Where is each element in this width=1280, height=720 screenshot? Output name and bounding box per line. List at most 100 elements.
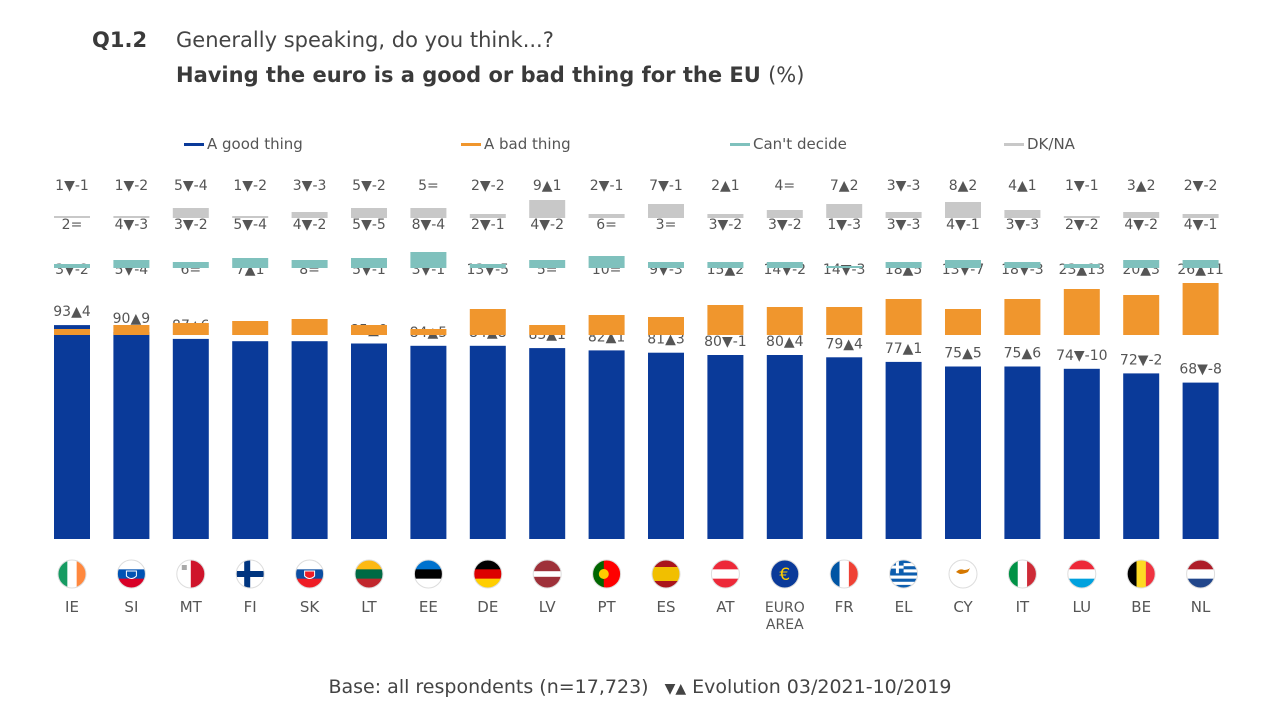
label-cant-decide-es: 3= bbox=[656, 217, 677, 233]
base-note: Base: all respondents (n=17,723) bbox=[328, 676, 649, 698]
label-cant-decide-lu: 2▼-2 bbox=[1065, 217, 1099, 233]
flag-mt-icon bbox=[176, 560, 205, 588]
bar-bad-nl bbox=[1182, 283, 1219, 335]
euro-area-icon: € bbox=[770, 560, 799, 588]
flag-outline-lv bbox=[532, 559, 562, 589]
label-good-euro-area: 80▲4 bbox=[766, 334, 804, 350]
bar-bad-sk bbox=[291, 319, 328, 335]
bar-dkna-cy bbox=[945, 202, 981, 218]
category-label-euro-area: EURO AREA bbox=[765, 600, 805, 633]
label-dkna-pt: 2▼-1 bbox=[590, 178, 624, 194]
legend-swatch-dkna bbox=[1004, 142, 1024, 146]
legend-label-cant-decide: Can't decide bbox=[753, 135, 847, 153]
flag-ie-icon bbox=[58, 560, 86, 588]
category-label-lv: LV bbox=[539, 598, 557, 616]
bar-dkna-es bbox=[648, 204, 684, 218]
label-dkna-fr: 7▲2 bbox=[830, 178, 859, 194]
label-cant-decide-lv: 4▼-2 bbox=[530, 217, 564, 233]
question-number: Q1.2 bbox=[92, 28, 148, 52]
label-dkna-sk: 3▼-3 bbox=[293, 178, 327, 194]
bar-dkna-nl bbox=[1182, 214, 1219, 218]
category-label-lu: LU bbox=[1073, 598, 1092, 616]
label-dkna-si: 1▼-2 bbox=[115, 178, 149, 194]
chart-footer: Base: all respondents (n=17,723) ▼▲ Evolu… bbox=[0, 676, 1280, 698]
label-dkna-be: 3▲2 bbox=[1127, 178, 1156, 194]
flag-outline-euro-area bbox=[770, 559, 800, 589]
flag-fi-icon bbox=[236, 560, 265, 588]
flag-outline-ie bbox=[57, 559, 87, 589]
label-dkna-lu: 1▼-1 bbox=[1065, 178, 1099, 194]
category-label-sk: SK bbox=[300, 598, 321, 616]
flag-outline-es bbox=[651, 559, 681, 589]
bar-bad-cy bbox=[945, 309, 981, 335]
bar-cant-decide-fr bbox=[826, 266, 863, 268]
flag-at-icon bbox=[711, 560, 740, 588]
evolution-note: Evolution 03/2021-10/2019 bbox=[692, 676, 952, 698]
bar-cant-decide-lt bbox=[351, 258, 387, 268]
flag-lu-icon bbox=[1067, 560, 1096, 588]
bar-cant-decide-pt bbox=[588, 256, 625, 268]
bar-cant-decide-de bbox=[469, 264, 506, 268]
label-cant-decide-el: 3▼-3 bbox=[887, 217, 921, 233]
bar-good-sk bbox=[291, 341, 328, 539]
legend-item-good: A good thing bbox=[184, 134, 303, 154]
label-cant-decide-pt: 6= bbox=[596, 217, 617, 233]
legend-swatch-bad bbox=[461, 142, 481, 146]
flag-fr-icon bbox=[830, 560, 859, 588]
bar-bad-mt bbox=[172, 323, 209, 335]
flag-outline-el bbox=[889, 559, 919, 589]
bar-bad-el bbox=[885, 299, 922, 335]
label-dkna-it: 4▲1 bbox=[1008, 178, 1037, 194]
bar-bad-pt bbox=[588, 315, 625, 335]
bar-cant-decide-ee bbox=[410, 252, 447, 268]
label-cant-decide-mt: 3▼-2 bbox=[174, 217, 208, 233]
category-label-ee: EE bbox=[419, 598, 438, 616]
bar-bad-lv bbox=[529, 325, 566, 335]
label-cant-decide-de: 2▼-1 bbox=[471, 217, 505, 233]
label-bad-fr: 14▼-3 bbox=[823, 262, 866, 278]
flag-outline-fi bbox=[235, 559, 265, 589]
bar-good-at bbox=[707, 355, 744, 539]
label-cant-decide-fi: 5▼-4 bbox=[233, 217, 267, 233]
label-cant-decide-at: 3▼-2 bbox=[709, 217, 743, 233]
flag-outline-ee bbox=[413, 559, 443, 589]
bar-good-fi bbox=[232, 341, 269, 539]
label-cant-decide-cy: 4▼-1 bbox=[946, 217, 980, 233]
bar-bad-at bbox=[707, 305, 744, 335]
bar-good-cy bbox=[945, 366, 981, 539]
flag-outline-lt bbox=[354, 559, 384, 589]
bar-dkna-at bbox=[707, 214, 744, 218]
bar-good-ee bbox=[410, 345, 447, 539]
bar-bad-lu bbox=[1063, 289, 1100, 335]
bar-cant-decide-lu bbox=[1063, 264, 1100, 268]
bar-dkna-si bbox=[113, 216, 150, 218]
bar-good-de bbox=[469, 345, 506, 539]
bar-bad-lt bbox=[351, 325, 387, 335]
flag-outline-sk bbox=[295, 559, 325, 589]
legend-item-dkna: DK/NA bbox=[1004, 134, 1075, 154]
label-good-es: 81▲3 bbox=[647, 332, 685, 348]
bar-good-el bbox=[885, 361, 922, 539]
label-cant-decide-nl: 4▼-1 bbox=[1184, 217, 1218, 233]
evolution-arrows-icon: ▼▲ bbox=[664, 681, 687, 697]
bar-good-be bbox=[1123, 373, 1160, 539]
bar-cant-decide-be bbox=[1123, 260, 1160, 268]
bar-good-lt bbox=[351, 343, 387, 539]
legend-swatch-cant-decide bbox=[730, 142, 750, 146]
bar-bad-fr bbox=[826, 307, 863, 335]
label-dkna-fi: 1▼-2 bbox=[233, 178, 267, 194]
label-dkna-es: 7▼-1 bbox=[649, 178, 683, 194]
label-good-ie: 93▲4 bbox=[53, 304, 91, 320]
bar-cant-decide-cy bbox=[945, 260, 981, 268]
legend-label-dkna: DK/NA bbox=[1027, 135, 1075, 153]
bar-dkna-fi bbox=[232, 216, 269, 218]
category-label-si: SI bbox=[124, 598, 138, 616]
chart-title: Having the euro is a good or bad thing f… bbox=[176, 63, 804, 87]
chart-title-text: Having the euro is a good or bad thing f… bbox=[176, 63, 761, 87]
label-dkna-euro-area: 4= bbox=[774, 178, 795, 194]
category-label-cy: CY bbox=[953, 598, 973, 616]
flag-sk-icon bbox=[295, 560, 324, 588]
bar-bad-be bbox=[1123, 295, 1160, 335]
flag-pt-icon bbox=[592, 560, 621, 588]
chart-unit: (%) bbox=[768, 63, 805, 87]
